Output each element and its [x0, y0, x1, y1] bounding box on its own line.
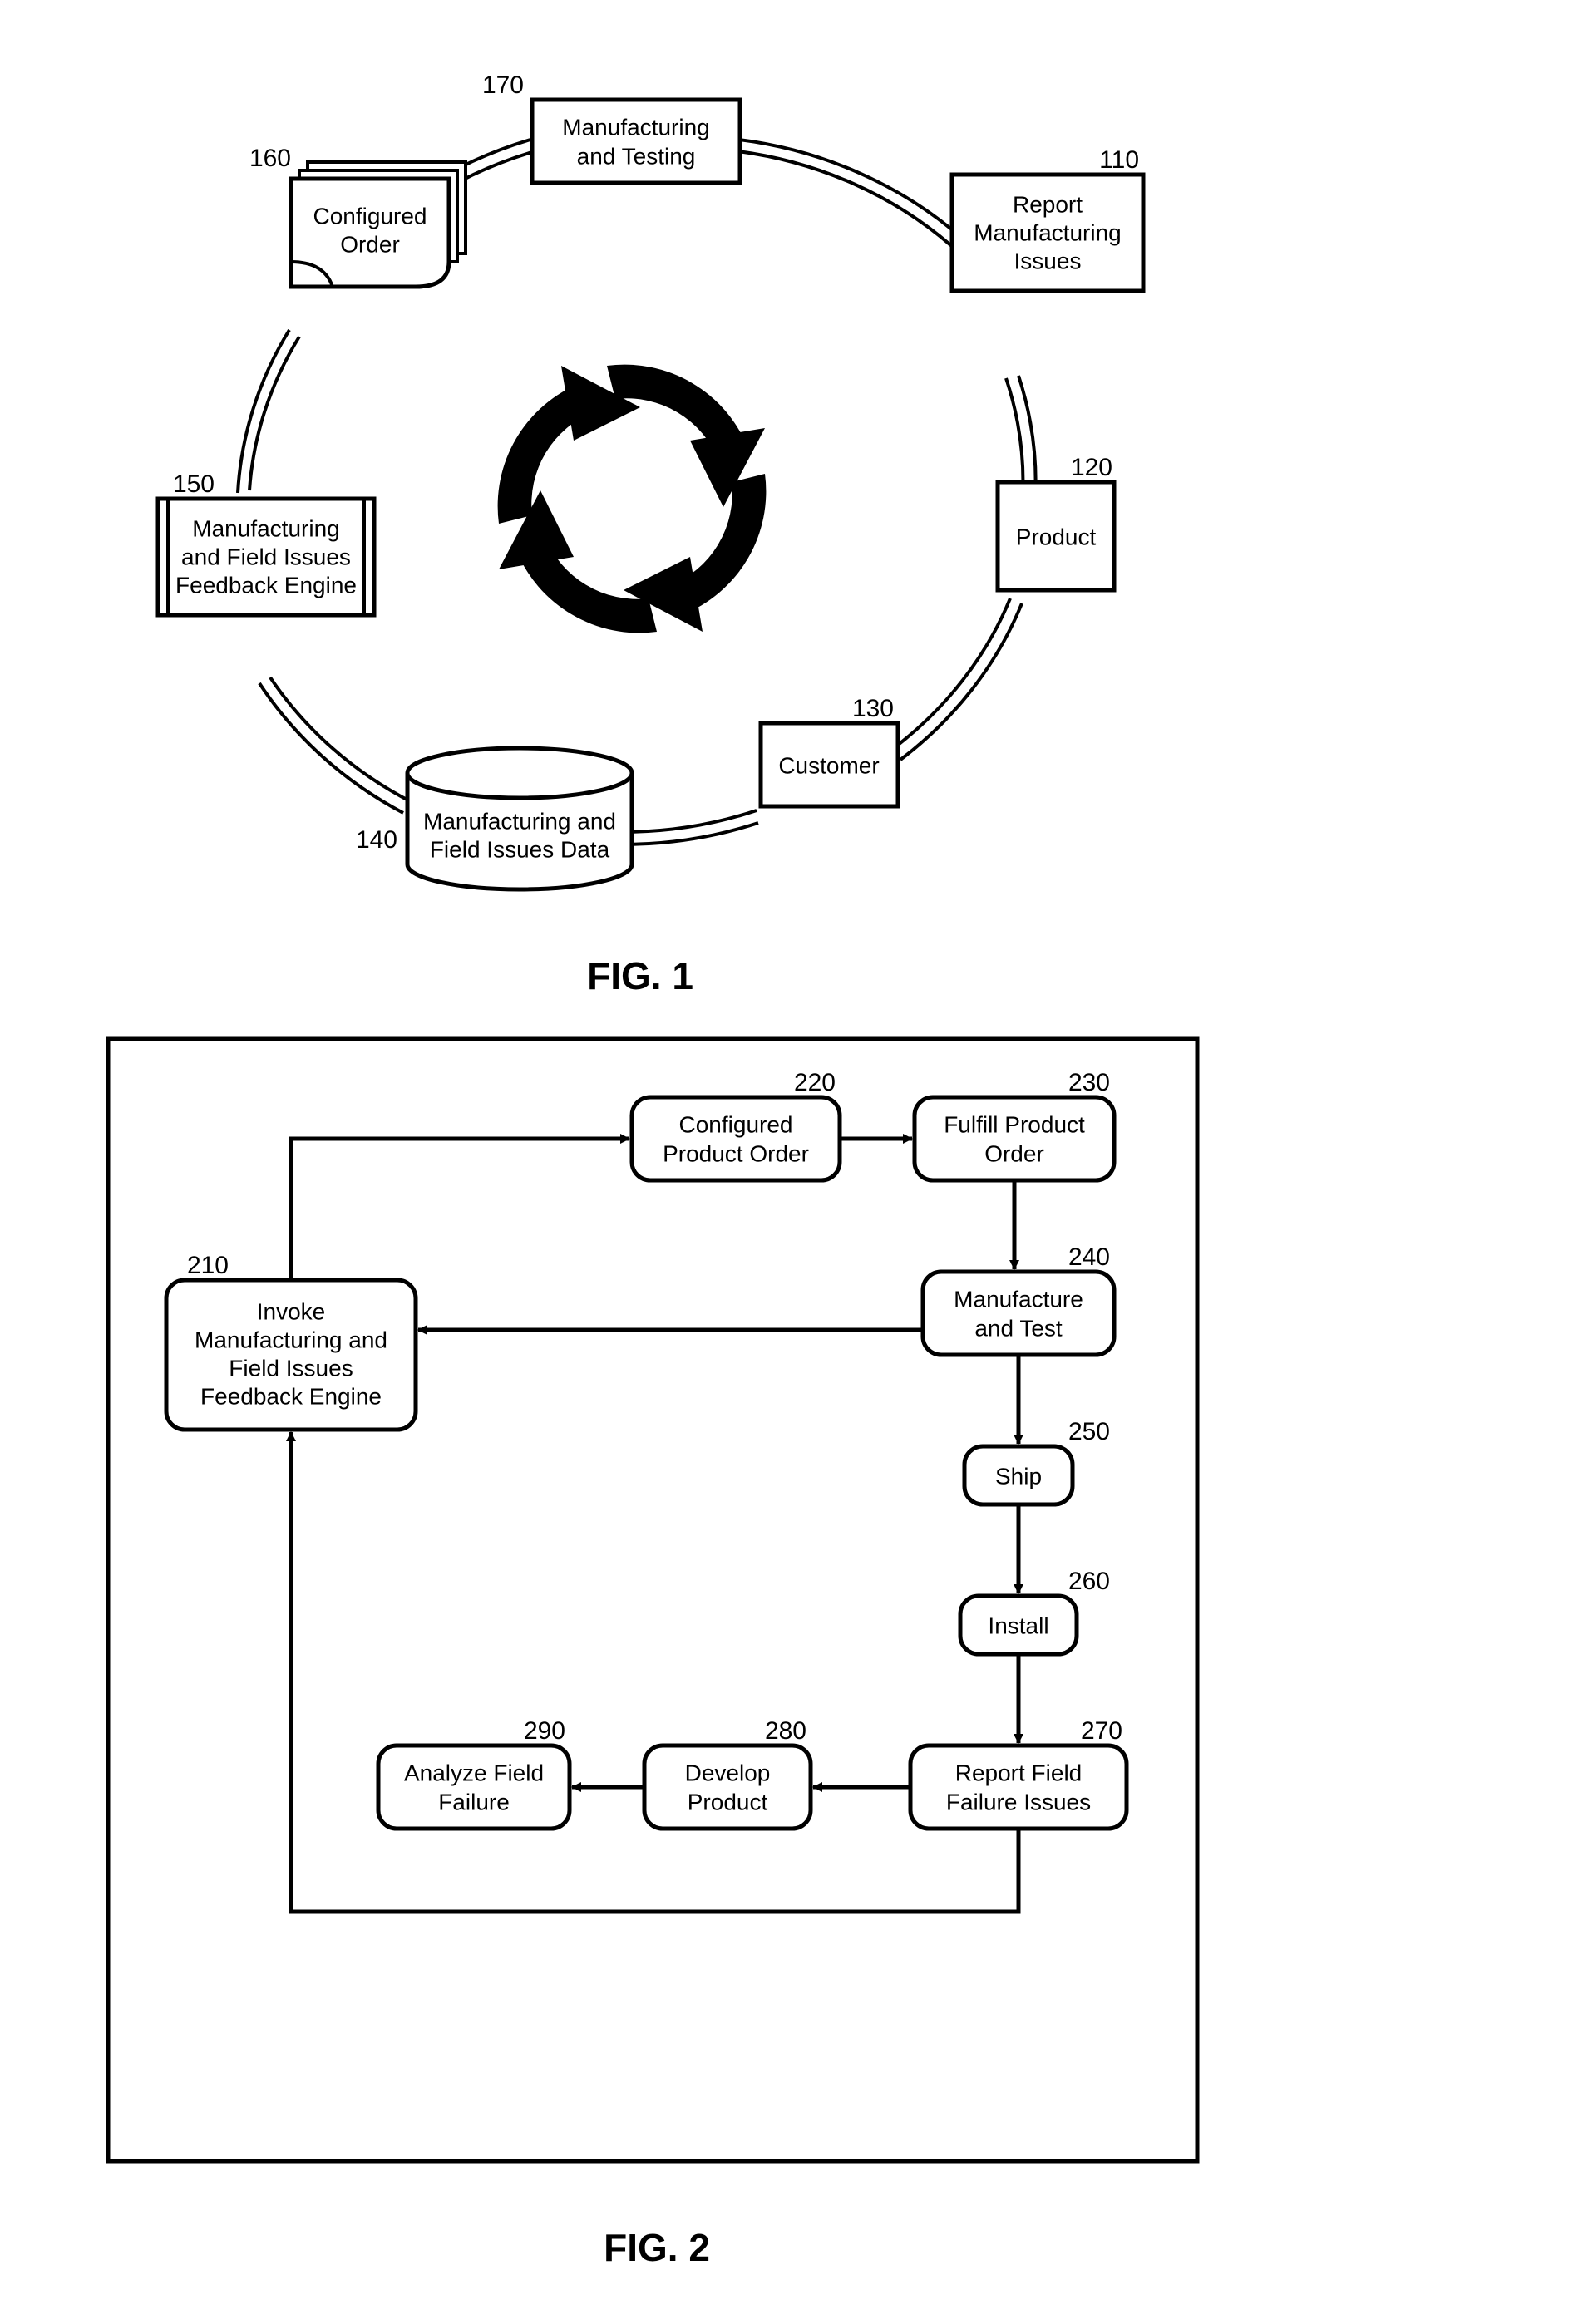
svg-text:Manufacturing: Manufacturing [974, 219, 1121, 245]
svg-text:Configured: Configured [313, 203, 427, 229]
ref-280: 280 [765, 1717, 806, 1745]
svg-text:Report Field: Report Field [955, 1760, 1083, 1785]
node-configured-product-order: 220 Configured Product Order [632, 1069, 840, 1180]
svg-text:Order: Order [984, 1140, 1044, 1166]
node-analyze-field-failure: 290 Analyze Field Failure [378, 1717, 570, 1829]
node-fulfill-product-order: 230 Fulfill Product Order [915, 1069, 1114, 1180]
svg-text:Manufacturing: Manufacturing [192, 515, 339, 541]
svg-text:Develop: Develop [685, 1760, 771, 1785]
figure-2: 220 Configured Product Order 230 Fulfill… [108, 1039, 1197, 2269]
node-configured-order: 160 Configured Order [249, 145, 466, 287]
svg-text:Analyze Field: Analyze Field [404, 1760, 544, 1785]
svg-text:Invoke: Invoke [257, 1298, 326, 1324]
ref-290: 290 [524, 1717, 565, 1745]
node-mfg-field-data: 140 Manufacturing and Field Issues Data [356, 748, 632, 889]
ref-110: 110 [1099, 146, 1139, 174]
ref-170: 170 [482, 71, 524, 99]
svg-text:Manufacture: Manufacture [954, 1286, 1083, 1312]
node-develop-product: 280 Develop Product [644, 1717, 811, 1829]
svg-text:Feedback Engine: Feedback Engine [200, 1383, 382, 1409]
svg-text:Manufacturing and: Manufacturing and [195, 1327, 387, 1352]
ref-230: 230 [1068, 1069, 1110, 1096]
svg-text:Failure: Failure [438, 1789, 510, 1814]
ref-210: 210 [187, 1252, 229, 1279]
svg-text:Report: Report [1013, 191, 1083, 217]
svg-text:Ship: Ship [995, 1463, 1042, 1489]
svg-text:Product Order: Product Order [663, 1140, 809, 1166]
ref-270: 270 [1081, 1717, 1122, 1745]
ref-160: 160 [249, 145, 291, 172]
ref-120: 120 [1071, 454, 1112, 481]
ref-140: 140 [356, 826, 397, 854]
node-product: 120 Product [998, 454, 1114, 590]
svg-text:Order: Order [340, 231, 400, 257]
cycle-arrows-icon [498, 365, 767, 633]
node-install: 260 Install [960, 1568, 1110, 1654]
svg-text:and Field Issues: and Field Issues [181, 544, 351, 569]
ref-150: 150 [173, 470, 215, 498]
fig2-title: FIG. 2 [604, 2226, 710, 2269]
svg-text:Feedback Engine: Feedback Engine [175, 572, 357, 598]
svg-text:Fulfill Product: Fulfill Product [944, 1111, 1085, 1137]
ref-260: 260 [1068, 1568, 1110, 1595]
node-customer: 130 Customer [761, 695, 898, 806]
fig1-title: FIG. 1 [587, 954, 693, 997]
svg-text:Product: Product [688, 1789, 768, 1814]
svg-text:Product: Product [1016, 524, 1097, 549]
svg-text:Customer: Customer [778, 752, 879, 778]
svg-text:Install: Install [988, 1613, 1048, 1638]
svg-text:and Testing: and Testing [577, 143, 696, 169]
ref-250: 250 [1068, 1418, 1110, 1445]
node-report-manufacturing-issues: 110 Report Manufacturing Issues [952, 146, 1143, 291]
ref-220: 220 [794, 1069, 836, 1096]
node-manufacture-test: 240 Manufacture and Test [923, 1243, 1114, 1355]
svg-text:and Test: and Test [974, 1315, 1063, 1341]
svg-text:Field Issues: Field Issues [229, 1355, 353, 1381]
node-manufacturing-testing: 170 Manufacturing and Testing [482, 71, 740, 183]
svg-text:Manufacturing and: Manufacturing and [423, 808, 616, 834]
svg-text:Field Issues Data: Field Issues Data [430, 836, 610, 862]
node-ship: 250 Ship [964, 1418, 1110, 1504]
ref-130: 130 [852, 695, 894, 722]
svg-text:Configured: Configured [679, 1111, 793, 1137]
svg-text:Manufacturing: Manufacturing [562, 114, 709, 140]
svg-text:Issues: Issues [1014, 248, 1082, 273]
svg-text:Failure Issues: Failure Issues [946, 1789, 1091, 1814]
node-feedback-engine: 150 Manufacturing and Field Issues Feedb… [158, 470, 374, 615]
figure-1: 170 Manufacturing and Testing 110 Report… [158, 71, 1143, 997]
ref-240: 240 [1068, 1243, 1110, 1271]
